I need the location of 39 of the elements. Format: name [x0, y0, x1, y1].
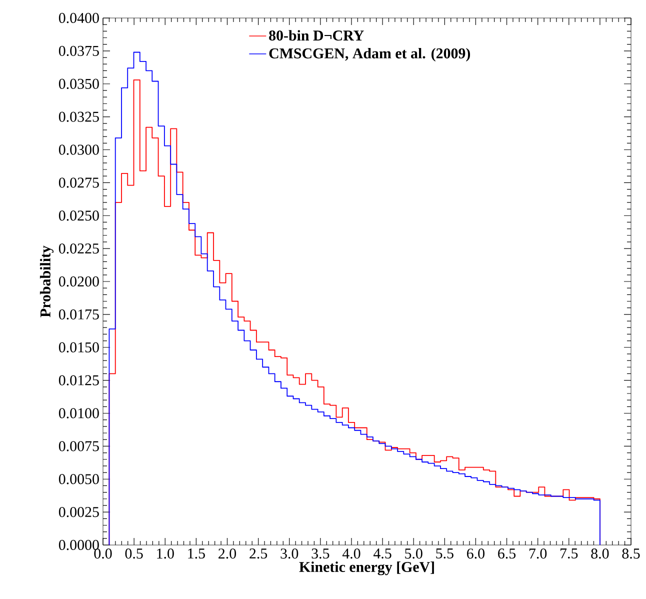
y-tick-label: 0.0150	[58, 342, 99, 352]
x-tick-label: 8.5	[622, 548, 640, 559]
x-tick-label: 0.5	[125, 548, 143, 559]
x-tick-label: 1.5	[188, 548, 205, 559]
legend-label: CMSCGEN, Adam et al. (2009)	[269, 48, 470, 62]
x-tick-label: 6.0	[467, 548, 484, 559]
x-tick-label: 2.5	[250, 548, 268, 559]
x-tick-label: 8.0	[591, 548, 609, 559]
x-tick-label: 4.5	[373, 548, 392, 559]
y-tick-label: 0.0400	[58, 12, 99, 24]
x-tick-label: 7.0	[529, 548, 547, 559]
y-tick-label: 0.0325	[58, 112, 99, 122]
x-tick-label: 1.0	[157, 548, 174, 559]
x-tick-label: 7.5	[560, 548, 578, 559]
y-tick-label: 0.0075	[58, 441, 99, 452]
y-axis-title: Probability	[40, 246, 54, 318]
y-tick-label: 0.0175	[58, 309, 99, 320]
y-tick-label: 0.0225	[58, 243, 99, 254]
x-tick-label: 5.5	[436, 548, 454, 559]
y-tick-label: 0.0050	[58, 474, 99, 484]
y-tick-label: 0.0125	[58, 375, 99, 386]
x-tick-label: 4.0	[342, 548, 360, 559]
x-tick-label: 3.5	[312, 548, 330, 559]
x-tick-label: 3.0	[280, 548, 298, 559]
x-tick-label: 0.0	[94, 548, 112, 559]
legend-label: 80-bin D¬CRY	[269, 30, 364, 41]
x-tick-label: 5.0	[405, 548, 422, 559]
y-tick-label: 0.0100	[58, 408, 99, 418]
y-tick-label: 0.0025	[58, 506, 99, 518]
y-tick-label: 0.0375	[58, 46, 99, 56]
x-tick-label: 6.5	[498, 548, 516, 559]
y-tick-label: 0.0300	[58, 144, 99, 155]
y-tick-label: 0.0000	[58, 540, 99, 550]
x-tick-label: 2.0	[218, 548, 236, 559]
y-tick-label: 0.0200	[58, 276, 99, 287]
y-tick-label: 0.0250	[58, 210, 99, 221]
y-tick-label: 0.0350	[58, 78, 99, 89]
y-tick-label: 0.0275	[58, 178, 99, 188]
x-axis-title: Kinetic energy [GeV]	[299, 562, 434, 576]
